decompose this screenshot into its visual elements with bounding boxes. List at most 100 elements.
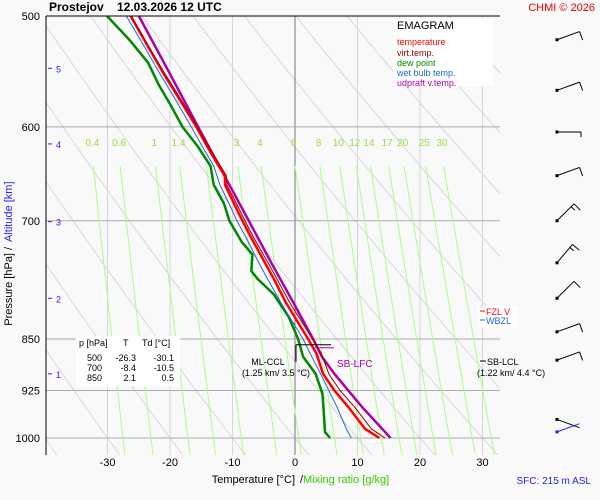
wind-barb: [555, 81, 584, 92]
mixing-ratio-label: 17: [382, 138, 394, 149]
wind-barb: [555, 130, 582, 137]
copyright: CHMI © 2026: [528, 2, 595, 14]
dry-adiabat-line: [141, 16, 499, 455]
mixing-ratio-line: [179, 166, 217, 455]
mixing-ratio-line: [119, 166, 154, 455]
y-axis-label-group: Pressure [hPa] / Altitude [km]: [3, 181, 15, 325]
dry-adiabat-line: [46, 180, 247, 455]
pressure-tick-label: 600: [22, 122, 40, 134]
wind-barb-station-dot: [555, 38, 559, 42]
wind-barb: [555, 351, 584, 362]
levels-table-header-td: Td [°C]: [142, 338, 170, 348]
surface-elevation: SFC: 215 m ASL: [517, 476, 592, 487]
axes-layer: 0.4 0.6 1 1.4 3 4 6 8 10 12 14 17 20 25 30500600700850…: [16, 11, 500, 469]
levels-table-header-t: T: [123, 338, 129, 348]
pressure-tick-label: 850: [22, 334, 40, 346]
temperature-tick-label: 10: [351, 457, 363, 469]
mixing-ratio-line: [425, 166, 476, 455]
levels-table-cell: 2.1: [123, 373, 136, 383]
temperature-tick-label: -20: [162, 457, 178, 469]
levels-table-cell: -10.5: [153, 363, 174, 373]
ml-ccl-detail: (1.25 km/ 3.5 °C): [242, 368, 310, 378]
wind-barb-shaft: [556, 166, 580, 177]
sounding-datetime: 12.03.2026 12 UTC: [117, 0, 222, 14]
wind-barb-flag: [579, 31, 584, 41]
wind-barb-station-dot: [555, 430, 559, 434]
pressure-tick-label: 700: [22, 216, 40, 228]
mixing-ratio-label: 4: [257, 138, 263, 149]
mixing-ratio-line: [92, 166, 126, 455]
mixing-ratio-label: 14: [363, 138, 375, 149]
wind-barb-shaft: [556, 244, 573, 264]
wind-barb-shaft: [556, 31, 580, 41]
temperature-tick-label: 0: [292, 457, 298, 469]
wind-barb-flag: [579, 167, 584, 177]
pressure-tick-label: 500: [22, 11, 40, 23]
mixing-ratio-line: [205, 166, 245, 455]
sb-lcl-detail: (1.22 km/ 4.4 °C): [477, 368, 545, 378]
mixing-ratio-label: 1: [152, 138, 158, 149]
mixing-ratio-label: 0.6: [112, 138, 126, 149]
dry-adiabat-line: [501, 16, 600, 468]
sb-lcl-annotation: SB-LCL (1.22 km/ 4.4 °C): [477, 357, 545, 378]
mixing-ratio-line: [155, 166, 191, 455]
levels-table-cell: 700: [87, 363, 102, 373]
x-axis-separator: /: [297, 474, 304, 486]
mixing-ratio-line: [260, 166, 302, 455]
mixing-ratio-label: 0.4: [85, 138, 99, 149]
temperature-tick-label: -30: [100, 457, 116, 469]
levels-table-cell: 500: [87, 353, 102, 363]
temperature-tick-label: 20: [414, 457, 426, 469]
series-udpraft-v-temp: [137, 16, 392, 439]
legend: EMAGRAM temperature virt.temp. dew point…: [393, 18, 493, 88]
grid-layer: [0, 16, 600, 468]
dry-adiabat-line: [0, 16, 2, 468]
dry-adiabat-line: [46, 24, 373, 455]
mixing-ratio-label: 25: [419, 138, 431, 149]
x-axis-label: Temperature [°C]: [212, 474, 295, 486]
wind-barb: [555, 323, 584, 334]
levels-table-cell: -8.4: [120, 363, 136, 373]
wind-barb-flag: [573, 203, 581, 211]
dry-adiabat-line: [46, 263, 184, 455]
wind-barb-station-dot: [555, 174, 559, 178]
freezing-level-legend: FZL V WBZL: [478, 306, 518, 328]
mixing-ratio-label: 10: [333, 138, 345, 149]
wind-barb-station-dot: [555, 358, 559, 362]
mixing-ratio-label: 30: [436, 138, 448, 149]
wind-barb-flag: [572, 244, 580, 251]
y-axis-label: Pressure [hPa]: [3, 253, 15, 326]
temperature-tick-label: -10: [225, 457, 241, 469]
wind-barb-shaft: [556, 418, 580, 429]
mixing-ratio-line: [443, 166, 495, 455]
wind-barb-flag: [579, 81, 584, 91]
wind-barb: [555, 280, 581, 300]
legend-title: EMAGRAM: [397, 20, 454, 32]
wind-barb-shaft: [556, 423, 580, 433]
wind-barb-shaft: [556, 323, 580, 333]
pressure-tick-label: 925: [22, 386, 40, 398]
station-name: Prostejov: [49, 0, 104, 14]
altitude-tick-label: 4: [56, 140, 61, 150]
wbzl-label: WBZL: [486, 316, 511, 326]
altitude-tick-label: 2: [56, 294, 61, 304]
wind-barb-shaft: [556, 203, 575, 222]
series-layer: [105, 16, 392, 440]
dry-adiabat-line: [243, 16, 500, 323]
mixing-ratio-line: [370, 166, 418, 455]
freezing-level-legend-background: [478, 306, 518, 328]
levels-table-header-p: p [hPa]: [79, 338, 108, 348]
altitude-tick-label: 5: [56, 64, 61, 74]
mixing-ratio-line: [294, 166, 338, 455]
dry-adiabat-line: [346, 16, 500, 195]
wind-barb-flag: [573, 280, 581, 289]
wind-barb-half-flag: [569, 247, 575, 252]
wind-barb-shaft: [556, 351, 580, 361]
mixing-ratio-label: 12: [349, 138, 361, 149]
dry-adiabat-line: [295, 16, 500, 258]
mixing-ratio-label: 1.4: [172, 138, 186, 149]
sb-lfc-label: SB-LFC: [337, 359, 373, 370]
mixing-ratio-line: [403, 166, 453, 455]
pressure-tick-label: 1000: [16, 433, 40, 445]
